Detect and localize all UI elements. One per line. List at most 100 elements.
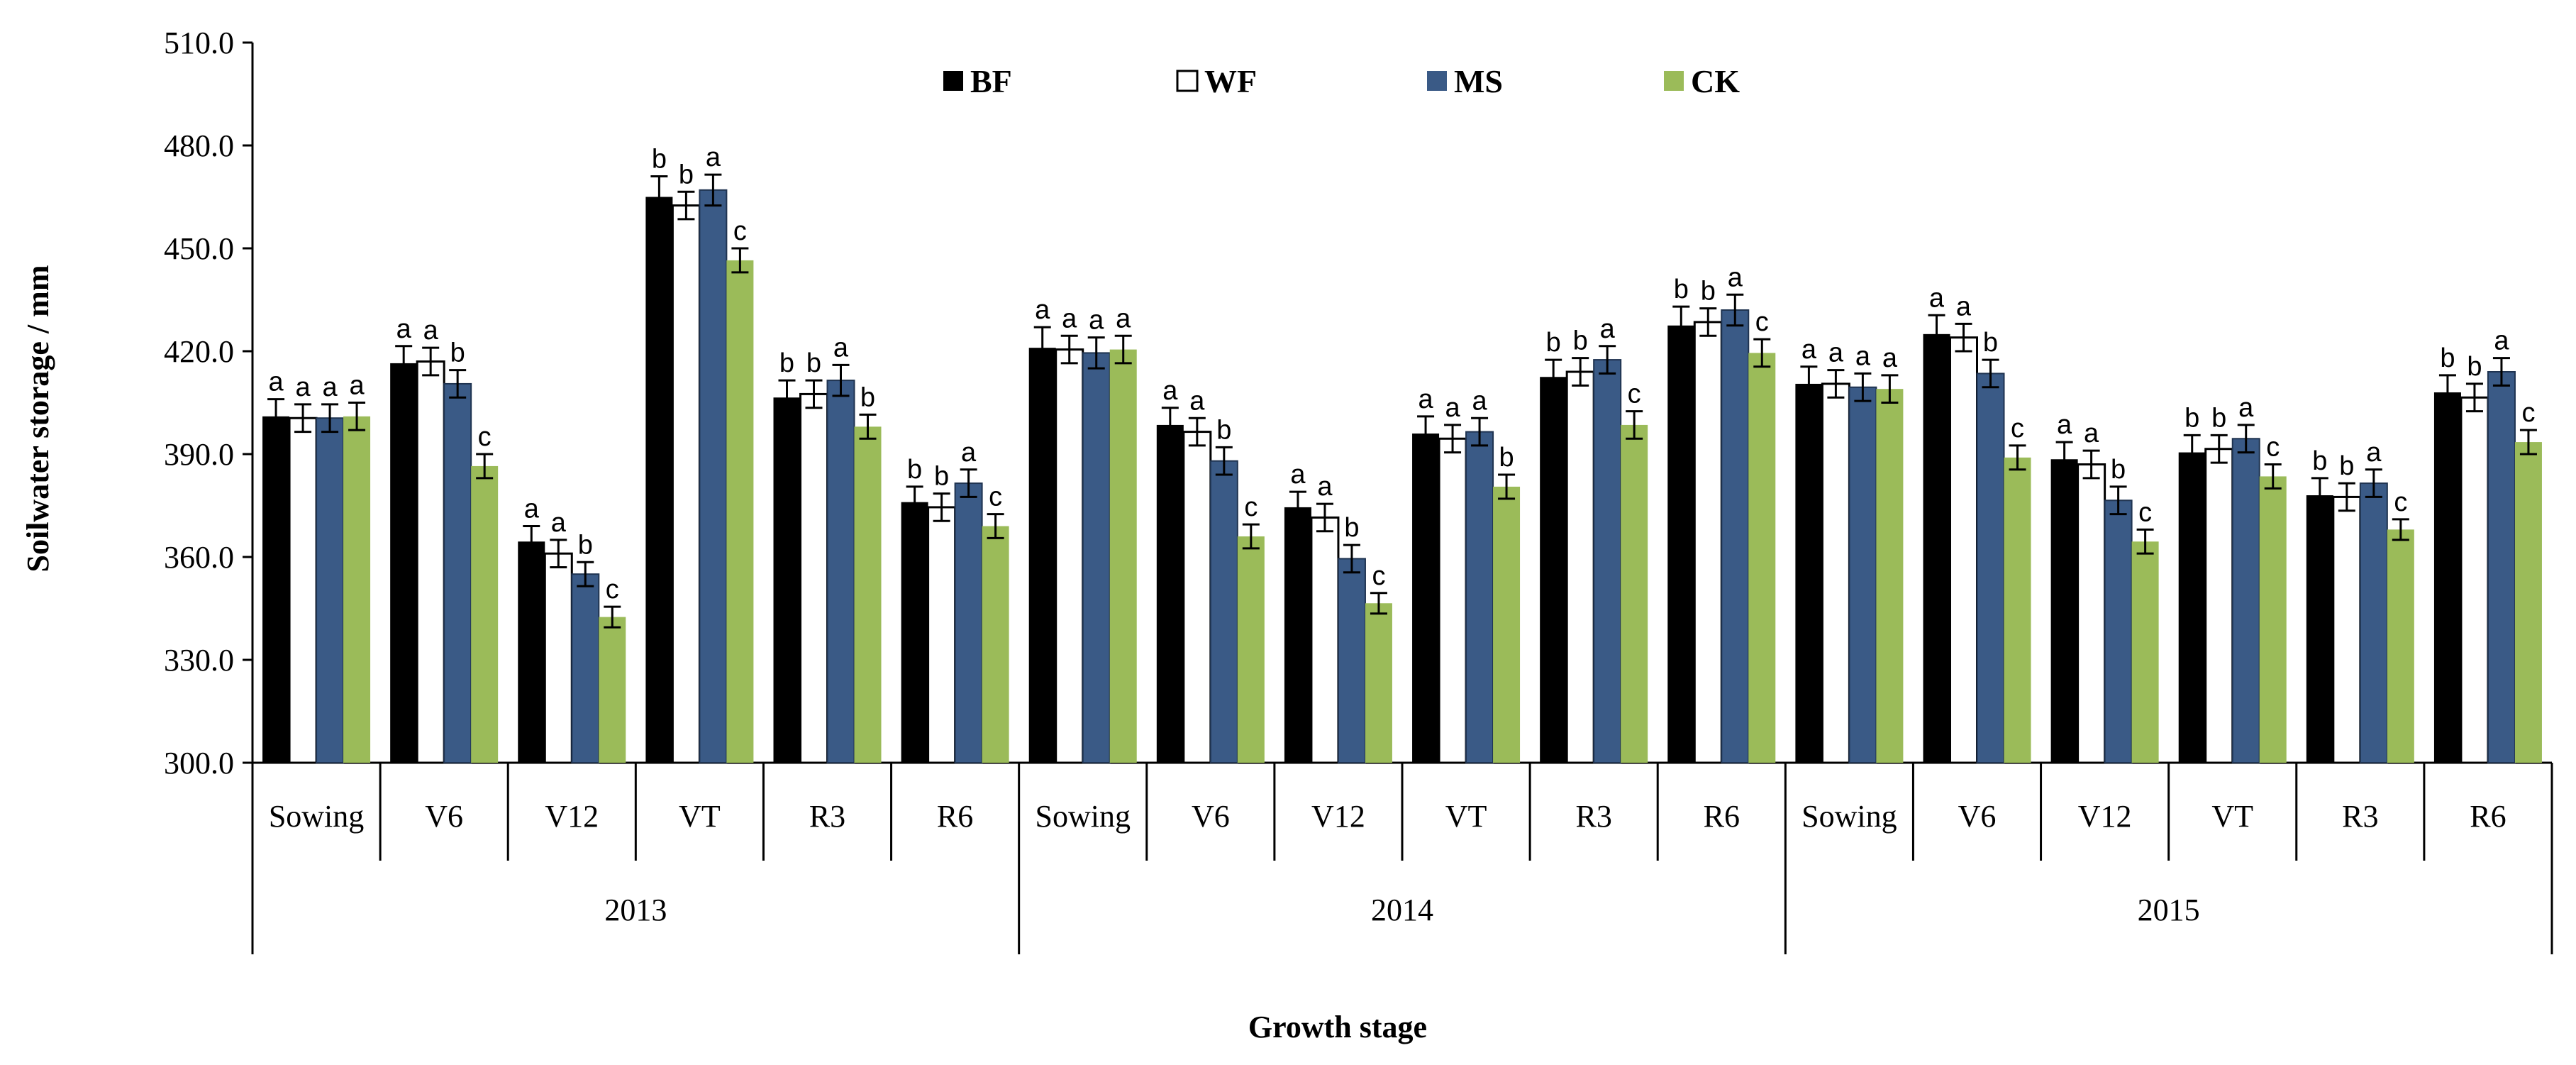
bar-wf bbox=[927, 506, 957, 764]
significance-label: c bbox=[1244, 492, 1258, 522]
bar-ms bbox=[2104, 500, 2133, 763]
bar-ck bbox=[2514, 442, 2542, 763]
bar-bf bbox=[1284, 507, 1311, 763]
bar-wf bbox=[1182, 431, 1212, 764]
bar-bf bbox=[1540, 377, 1567, 763]
bar-ck bbox=[1109, 349, 1137, 763]
significance-label: b bbox=[2467, 352, 2482, 382]
legend-label-wf: WF bbox=[1204, 63, 1257, 99]
significance-label: b bbox=[652, 145, 667, 175]
significance-label: a bbox=[396, 314, 412, 344]
significance-label: a bbox=[1445, 393, 1460, 423]
stage-label: R3 bbox=[1575, 799, 1611, 834]
significance-label: b bbox=[2111, 455, 2126, 485]
significance-label: c bbox=[606, 575, 619, 605]
significance-label: a bbox=[706, 143, 721, 172]
significance-label: a bbox=[1472, 386, 1487, 416]
significance-label: a bbox=[1290, 460, 1306, 490]
significance-label: c bbox=[733, 216, 747, 246]
stage-label: V12 bbox=[545, 799, 599, 834]
bar-wf bbox=[2460, 396, 2489, 764]
stage-label: Sowing bbox=[1035, 799, 1130, 834]
bar-bf bbox=[1028, 348, 1056, 763]
significance-label: b bbox=[1983, 328, 1998, 358]
year-label: 2014 bbox=[1371, 893, 1433, 927]
significance-label: b bbox=[578, 530, 593, 560]
bar-bf bbox=[390, 363, 418, 763]
bar-bf bbox=[1667, 325, 1695, 763]
stage-label: VT bbox=[1445, 799, 1487, 834]
bar-ck bbox=[854, 426, 882, 763]
bar-bf bbox=[1795, 383, 1823, 763]
significance-label: c bbox=[2011, 414, 2024, 443]
significance-label: b bbox=[450, 338, 465, 368]
bar-ms bbox=[1337, 558, 1366, 764]
legend-swatch-bf bbox=[943, 71, 963, 91]
stage-label: R6 bbox=[937, 799, 973, 834]
bar-ck bbox=[2259, 476, 2287, 763]
bar-ck bbox=[471, 465, 499, 763]
significance-label: a bbox=[1956, 292, 1972, 321]
significance-label: b bbox=[1546, 328, 1561, 358]
significance-label: c bbox=[478, 422, 492, 452]
bar-ms bbox=[1721, 309, 1750, 763]
bar-wf bbox=[1310, 516, 1340, 764]
significance-label: a bbox=[1089, 306, 1104, 336]
significance-label: a bbox=[1035, 295, 1050, 325]
year-label: 2013 bbox=[604, 893, 667, 927]
legend-swatch-ms bbox=[1427, 71, 1447, 91]
bar-wf bbox=[1821, 382, 1850, 764]
significance-label: b bbox=[2184, 403, 2199, 433]
bar-ms bbox=[443, 382, 472, 763]
significance-label: c bbox=[989, 482, 1002, 512]
significance-label: a bbox=[833, 333, 849, 363]
bar-wf bbox=[1693, 321, 1723, 764]
bar-wf bbox=[671, 204, 701, 764]
bar-ms bbox=[1465, 431, 1494, 763]
bar-ms bbox=[1209, 460, 1238, 764]
bar-ms bbox=[2231, 438, 2260, 763]
significance-label: a bbox=[1855, 341, 1871, 371]
bar-bf bbox=[645, 197, 673, 763]
significance-label: b bbox=[1674, 275, 1689, 304]
year-label: 2015 bbox=[2138, 893, 2200, 927]
bar-wf bbox=[1949, 336, 1978, 764]
significance-label: a bbox=[551, 508, 567, 538]
y-axis-title: Soilwater storage / mm bbox=[21, 265, 55, 573]
bar-bf bbox=[262, 416, 290, 763]
legend-label-ms: MS bbox=[1454, 63, 1503, 99]
bar-bf bbox=[1412, 434, 1440, 763]
stage-label: R3 bbox=[809, 799, 845, 834]
y-tick-label: 420.0 bbox=[164, 334, 234, 369]
y-tick-label: 480.0 bbox=[164, 128, 234, 163]
significance-label: a bbox=[2084, 419, 2099, 448]
significance-label: a bbox=[1828, 338, 1844, 368]
bar-wf bbox=[2204, 448, 2234, 764]
significance-label: a bbox=[1882, 343, 1898, 373]
y-tick-label: 510.0 bbox=[164, 26, 234, 60]
significance-label: b bbox=[679, 160, 694, 189]
significance-label: a bbox=[423, 316, 439, 346]
significance-label: b bbox=[1499, 443, 1514, 473]
significance-label: b bbox=[779, 348, 794, 378]
bar-bf bbox=[2306, 495, 2333, 763]
bar-ms bbox=[1082, 352, 1111, 763]
bar-wf bbox=[2077, 463, 2106, 764]
significance-label: a bbox=[322, 373, 338, 402]
x-axis-title: Growth stage bbox=[1248, 1010, 1427, 1044]
bar-ms bbox=[699, 189, 728, 764]
significance-label: a bbox=[2057, 410, 2072, 440]
stage-label: V6 bbox=[1192, 799, 1230, 834]
bar-ck bbox=[982, 526, 1009, 763]
stage-label: V6 bbox=[425, 799, 463, 834]
significance-label: a bbox=[1728, 263, 1743, 292]
bar-wf bbox=[288, 416, 318, 764]
bar-ms bbox=[954, 482, 983, 763]
legend-label-bf: BF bbox=[970, 63, 1012, 99]
bar-ms bbox=[826, 380, 855, 763]
bar-ck bbox=[2004, 457, 2031, 763]
bar-bf bbox=[2433, 392, 2461, 763]
legend-label-ck: CK bbox=[1691, 63, 1740, 99]
plot-area: 300.0 330.0 360.0 390.0 420.0 450.0 480.0 510.0… bbox=[164, 26, 2553, 954]
